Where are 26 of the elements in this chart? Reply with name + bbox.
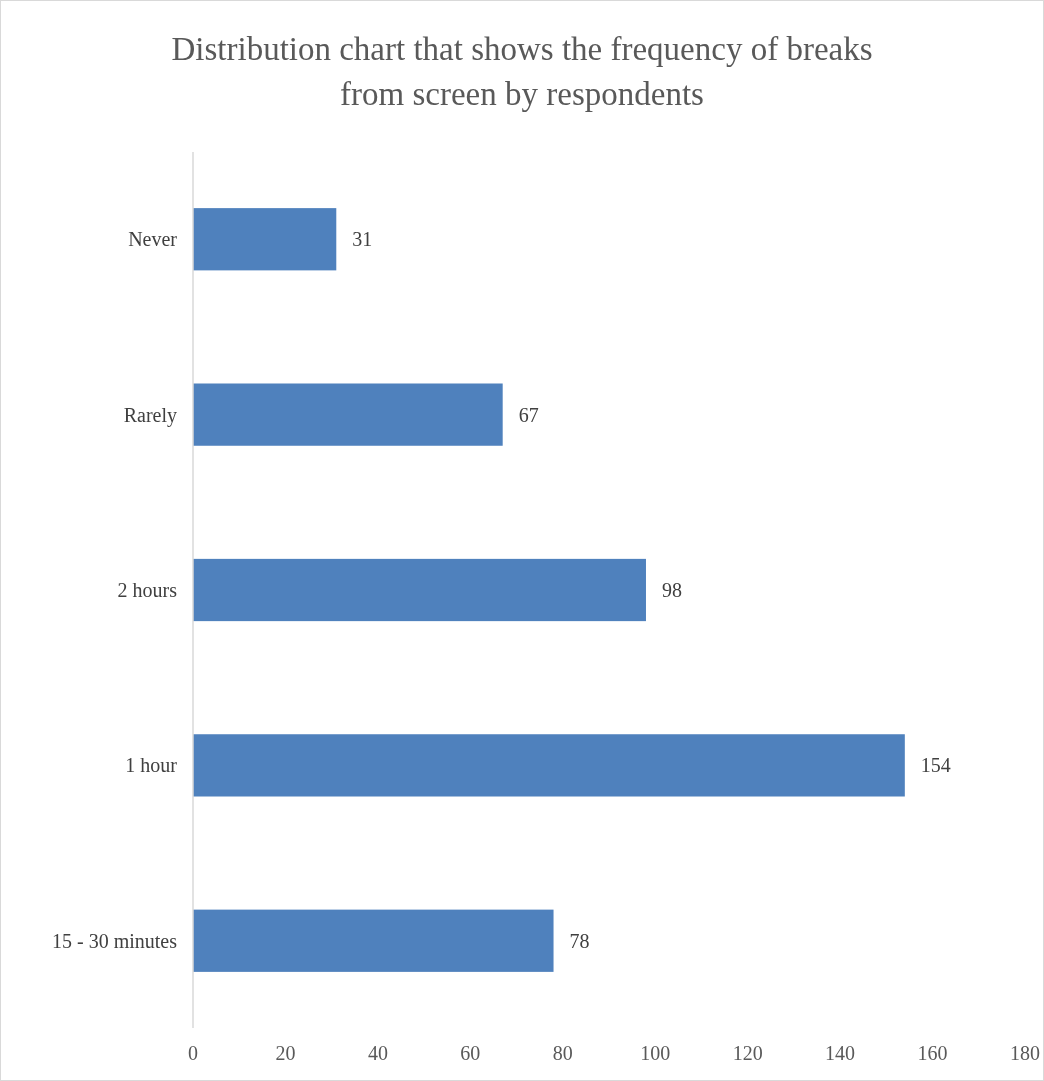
data-label: 31 (352, 228, 373, 251)
data-label: 98 (661, 579, 682, 601)
x-tick-label: 0 (188, 1042, 198, 1064)
data-label: 154 (920, 754, 951, 777)
x-tick-label: 60 (460, 1042, 481, 1064)
bar (193, 208, 337, 271)
y-tick-label: Never (128, 228, 178, 251)
bar (193, 383, 503, 446)
x-tick-label: 40 (367, 1042, 388, 1064)
data-label: 78 (569, 929, 590, 952)
bar (193, 558, 646, 622)
data-label: 67 (518, 403, 539, 426)
bar (193, 909, 554, 972)
x-tick-label: 180 (1010, 1042, 1040, 1064)
y-tick-label: 15 - 30 minutes (52, 929, 178, 952)
x-tick-label: 140 (825, 1042, 856, 1064)
x-tick-label: 20 (275, 1042, 296, 1064)
x-tick-label: 80 (552, 1042, 573, 1064)
y-tick-label: Rarely (123, 403, 177, 427)
y-tick-label: 2 hours (117, 579, 178, 601)
x-tick-label: 100 (640, 1042, 671, 1064)
x-tick-label: 120 (732, 1042, 763, 1064)
y-tick-label: 1 hour (125, 754, 178, 777)
x-tick-label: 160 (917, 1042, 948, 1064)
chart-title: Distribution chart that shows the frequency of breaks from screen by respondents (171, 31, 873, 112)
bar (193, 734, 905, 797)
